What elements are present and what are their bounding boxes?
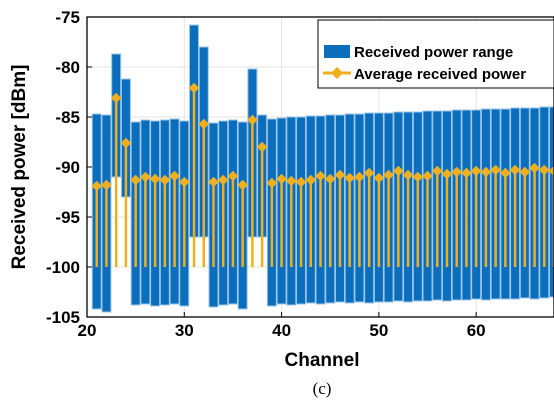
average-marker xyxy=(431,165,443,177)
average-marker xyxy=(198,118,210,130)
average-marker xyxy=(383,169,394,181)
average-marker xyxy=(509,164,521,176)
average-marker xyxy=(208,176,219,188)
average-marker xyxy=(480,166,492,178)
x-tick-label: 40 xyxy=(272,321,291,340)
average-marker xyxy=(529,162,540,174)
average-marker xyxy=(412,171,424,183)
legend-average-marker xyxy=(331,67,343,79)
average-marker xyxy=(178,176,190,188)
y-tick-label: -100 xyxy=(46,258,80,277)
average-marker xyxy=(500,167,511,179)
average-marker xyxy=(490,164,501,176)
y-tick-label: -95 xyxy=(55,208,80,227)
x-tick-label: 50 xyxy=(369,321,388,340)
average-marker xyxy=(402,169,414,181)
x-tick-label: 20 xyxy=(78,321,97,340)
average-marker xyxy=(237,179,249,191)
y-tick-label: -80 xyxy=(55,58,80,77)
average-marker xyxy=(373,172,385,184)
x-tick-label: 30 xyxy=(175,321,194,340)
average-marker xyxy=(324,173,336,185)
average-marker xyxy=(461,167,472,179)
axes: 20 30 40 50 60 -105 -100 -95 -90 -85 -80 -75 xyxy=(46,8,554,340)
y-axis-label: Received power [dBm] xyxy=(9,65,30,270)
average-marker xyxy=(451,166,463,178)
average-marker xyxy=(363,167,375,179)
x-axis-label: Channel xyxy=(285,350,360,371)
average-marker xyxy=(548,165,554,177)
average-marker xyxy=(110,92,122,104)
average-marker xyxy=(470,165,482,177)
average-marker xyxy=(159,174,171,186)
average-marker xyxy=(227,170,239,182)
average-marker xyxy=(285,175,297,187)
y-tick-label: -75 xyxy=(55,8,80,27)
average-marker xyxy=(101,179,112,191)
average-marker xyxy=(120,137,132,149)
x-tick-label: 60 xyxy=(467,321,486,340)
average-marker xyxy=(538,164,550,176)
average-marker xyxy=(392,165,404,177)
figure-caption: (c) xyxy=(313,379,332,398)
average-marker xyxy=(130,174,141,186)
average-marker xyxy=(334,169,346,181)
plot-area xyxy=(91,24,554,313)
y-tick-label: -105 xyxy=(46,308,80,327)
average-marker xyxy=(149,173,161,185)
legend-range-swatch xyxy=(324,45,350,58)
range-bar xyxy=(549,106,554,298)
average-marker xyxy=(91,180,103,192)
average-marker xyxy=(276,173,287,185)
average-marker xyxy=(140,171,151,183)
average-marker xyxy=(188,82,200,94)
y-tick-label: -90 xyxy=(55,158,80,177)
average-marker xyxy=(354,171,365,183)
legend-label-range: Received power range xyxy=(354,44,513,61)
average-marker xyxy=(169,170,180,182)
legend-box xyxy=(317,19,554,89)
average-marker xyxy=(217,174,229,186)
average-marker xyxy=(344,172,356,184)
average-marker xyxy=(422,170,433,182)
average-marker xyxy=(315,170,326,182)
y-tick-label: -85 xyxy=(55,108,80,127)
average-marker xyxy=(256,141,268,153)
average-marker xyxy=(441,168,453,180)
legend-label-average: Average received power xyxy=(354,66,526,83)
average-marker xyxy=(519,166,531,178)
average-marker xyxy=(266,177,278,189)
average-marker xyxy=(295,176,307,188)
average-marker xyxy=(247,114,258,126)
average-marker xyxy=(305,174,317,186)
legend: Received power range Average received po… xyxy=(317,19,554,89)
